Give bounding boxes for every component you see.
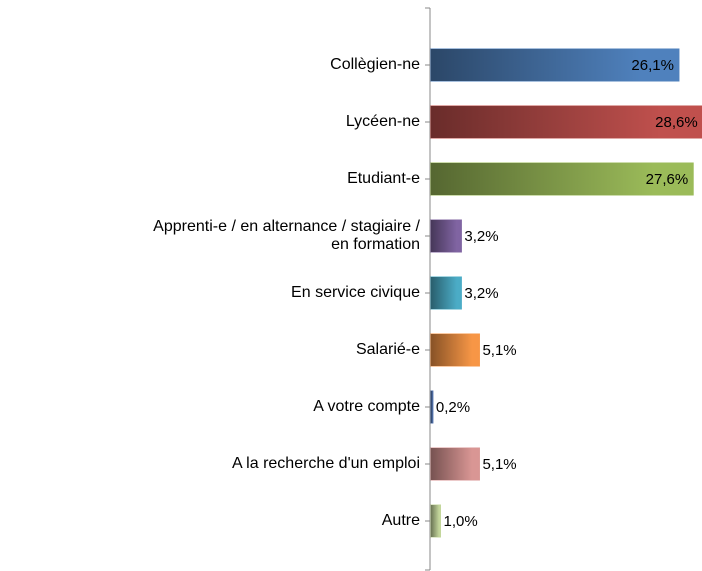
bar [430, 504, 441, 538]
category-label: Lycéen-ne [345, 113, 420, 130]
category-label: Autre [381, 512, 420, 529]
category-label: En service civique [291, 284, 420, 301]
value-label: 1,0% [444, 513, 478, 530]
category-label: Etudiant-e [347, 170, 420, 187]
value-label: 5,1% [482, 456, 516, 473]
category-label: Salarié-e [355, 341, 420, 358]
category-label: A votre compte [313, 398, 420, 415]
value-label: 3,2% [464, 285, 498, 302]
bar [430, 447, 480, 481]
value-label: 28,6% [655, 114, 698, 131]
bar [430, 276, 462, 310]
value-label: 0,2% [436, 399, 470, 416]
category-label: Apprenti-e / en alternance / stagiaire /… [153, 218, 420, 253]
value-label: 5,1% [482, 342, 516, 359]
value-label: 26,1% [631, 57, 674, 74]
value-label: 27,6% [646, 171, 689, 188]
category-label: Collègien-ne [330, 56, 420, 73]
bar [430, 333, 480, 367]
bar [430, 390, 434, 424]
category-label: A la recherche d'un emploi [231, 455, 420, 472]
value-label: 3,2% [464, 228, 498, 245]
bar [430, 219, 462, 253]
